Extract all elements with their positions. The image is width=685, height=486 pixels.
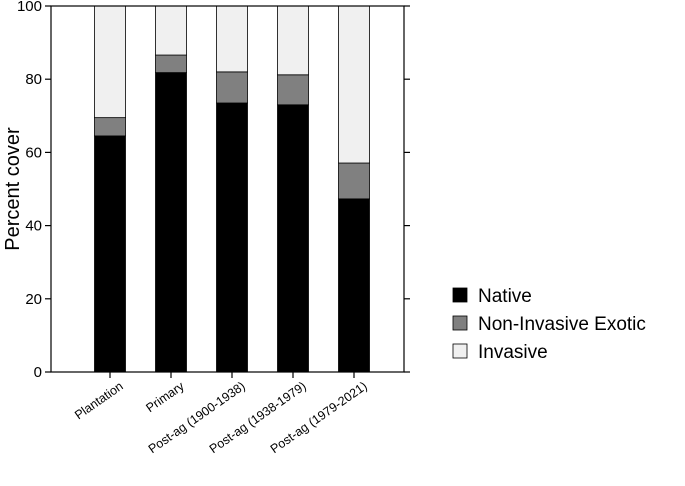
bar-2-5 xyxy=(338,162,370,200)
legend-swatch-1 xyxy=(452,287,468,303)
bar-2-4 xyxy=(277,74,309,106)
bar-2-3 xyxy=(216,71,248,104)
bar-2-2 xyxy=(155,54,187,74)
bar-3-3 xyxy=(216,5,248,73)
x-tick-label-1: Plantation xyxy=(72,379,126,422)
bar-1-1 xyxy=(94,135,126,373)
legend-swatch-2 xyxy=(452,315,468,331)
y-tick-label-4: 80 xyxy=(25,71,42,88)
y-tick-label-2: 40 xyxy=(25,218,42,235)
bar-1-3 xyxy=(216,102,248,373)
bar-1-5 xyxy=(338,198,370,373)
legend-label-3: Invasive xyxy=(478,342,548,363)
plot-frame xyxy=(50,5,405,373)
legend: Native Non-Invasive Exotic Invasive xyxy=(452,286,646,363)
legend-label-1: Native xyxy=(478,286,532,307)
bars-group xyxy=(94,5,370,373)
y-tick-label-5: 100 xyxy=(17,0,42,15)
y-axis-ticks: 0 20 40 60 80 100 xyxy=(17,0,410,381)
bar-1-2 xyxy=(155,72,187,373)
y-tick-label-3: 60 xyxy=(25,144,42,161)
bar-3-2 xyxy=(155,5,187,56)
legend-swatch-3 xyxy=(452,343,468,359)
bar-3-5 xyxy=(338,5,370,164)
bar-3-1 xyxy=(94,5,126,119)
y-tick-label-1: 20 xyxy=(25,291,42,308)
x-tick-label-2: Primary xyxy=(143,379,187,416)
legend-label-2: Non-Invasive Exotic xyxy=(478,314,646,335)
bar-1-4 xyxy=(277,104,309,373)
bar-3-4 xyxy=(277,5,309,76)
bar-2-1 xyxy=(94,117,126,137)
y-tick-label-0: 0 xyxy=(34,364,42,381)
y-axis-label: Percent cover xyxy=(2,127,24,251)
